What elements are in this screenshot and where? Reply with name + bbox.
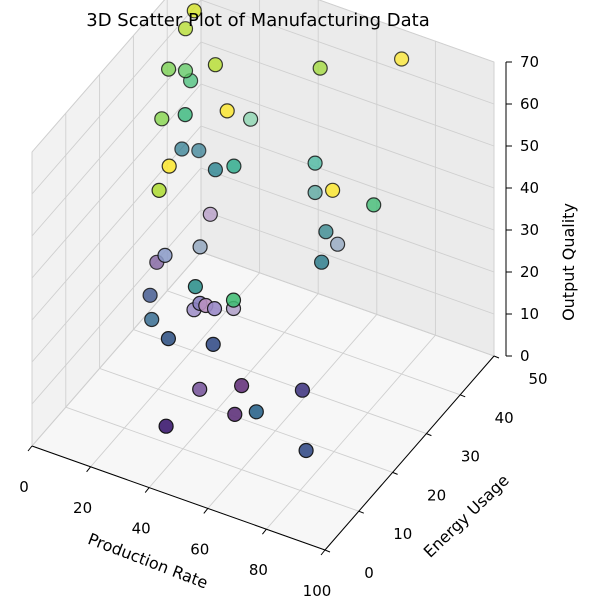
y-tick [493, 355, 500, 359]
y-tick-label: 30 [461, 448, 480, 466]
data-point [186, 3, 202, 19]
z-tick-label: 0 [520, 347, 530, 365]
x-tick-label: 20 [73, 499, 92, 517]
data-point [330, 236, 346, 252]
data-point [142, 287, 158, 303]
data-point [366, 197, 382, 213]
z-grid-line [31, 83, 495, 279]
data-point [248, 404, 264, 420]
axis-lines [31, 62, 507, 551]
z-grid-line [31, 0, 495, 195]
data-point [312, 60, 328, 76]
data-point [157, 247, 173, 263]
x-tick [86, 466, 91, 473]
z-tick-label: 50 [520, 137, 539, 155]
data-point [207, 162, 223, 178]
data-point [192, 239, 208, 255]
x-axis-line [31, 445, 326, 551]
z-tick-label: 40 [520, 179, 539, 197]
data-points [142, 3, 410, 459]
data-point [187, 279, 203, 295]
data-point [202, 206, 218, 222]
z-tick-label: 30 [520, 221, 539, 239]
z-grid-line [31, 209, 495, 405]
data-point [161, 61, 177, 77]
z-grid-line [31, 125, 495, 321]
data-point [307, 184, 323, 201]
data-point [174, 141, 190, 157]
x-tick-label: 80 [249, 561, 268, 579]
data-point [177, 106, 193, 123]
z-tick-label: 70 [520, 53, 539, 71]
y-tick [392, 471, 398, 475]
y-axis-line [324, 355, 495, 551]
data-point [205, 336, 221, 352]
data-point [151, 182, 167, 198]
z-axis-label: Output Quality [559, 203, 578, 321]
data-point [234, 378, 250, 394]
data-point [177, 21, 194, 37]
y-tick-label: 0 [364, 564, 374, 582]
y-tick-label: 40 [495, 409, 514, 427]
data-point [227, 406, 243, 422]
y-axis-label: Energy Usage [420, 471, 513, 562]
x-tick-label: 100 [303, 582, 332, 600]
x-tick [203, 508, 209, 514]
data-point [394, 51, 410, 67]
data-point [144, 311, 160, 328]
data-point [154, 111, 170, 127]
x-tick [144, 487, 150, 493]
data-point [160, 331, 176, 347]
y-tick [358, 510, 364, 514]
data-point [177, 63, 194, 79]
data-point [207, 57, 223, 73]
y-tick [426, 433, 432, 437]
chart-title: 3D Scatter Plot of Manufacturing Data [86, 10, 429, 31]
data-point [307, 155, 323, 171]
y-tick [324, 549, 331, 553]
data-point [314, 254, 330, 270]
data-point [243, 111, 259, 127]
y-tick-label: 20 [427, 486, 446, 504]
z-grid-line [31, 41, 495, 237]
x-tick-label: 40 [132, 520, 151, 538]
x-tick-label: 60 [190, 540, 209, 558]
data-point [226, 158, 242, 174]
data-point [298, 442, 314, 459]
z-tick-label: 20 [520, 263, 539, 281]
data-point [294, 382, 310, 398]
x-tick [320, 549, 326, 556]
data-point [191, 143, 207, 159]
data-point [318, 224, 334, 240]
x-tick [262, 528, 267, 535]
data-point [325, 182, 341, 198]
data-point [192, 381, 208, 397]
x-tick-label: 0 [19, 478, 29, 496]
data-point [206, 301, 223, 317]
data-point [158, 418, 174, 434]
x-tick [27, 445, 33, 452]
y-tick [460, 394, 466, 398]
x-axis-label: Production Rate [85, 529, 210, 592]
data-point [219, 103, 235, 119]
data-point [161, 158, 177, 174]
axis-panes [31, 0, 495, 551]
z-grid-line [31, 167, 495, 363]
z-tick-label: 60 [520, 95, 539, 113]
y-tick-label: 10 [393, 525, 412, 543]
z-grid-line [31, 0, 495, 153]
data-point [225, 292, 242, 308]
y-tick-label: 50 [528, 370, 547, 388]
z-tick-label: 10 [520, 305, 539, 323]
tick-marks: 0 20 40 60 80 100 0 10 20 30 40 50 0 10 20 30 40 50 60 70 [19, 53, 547, 600]
